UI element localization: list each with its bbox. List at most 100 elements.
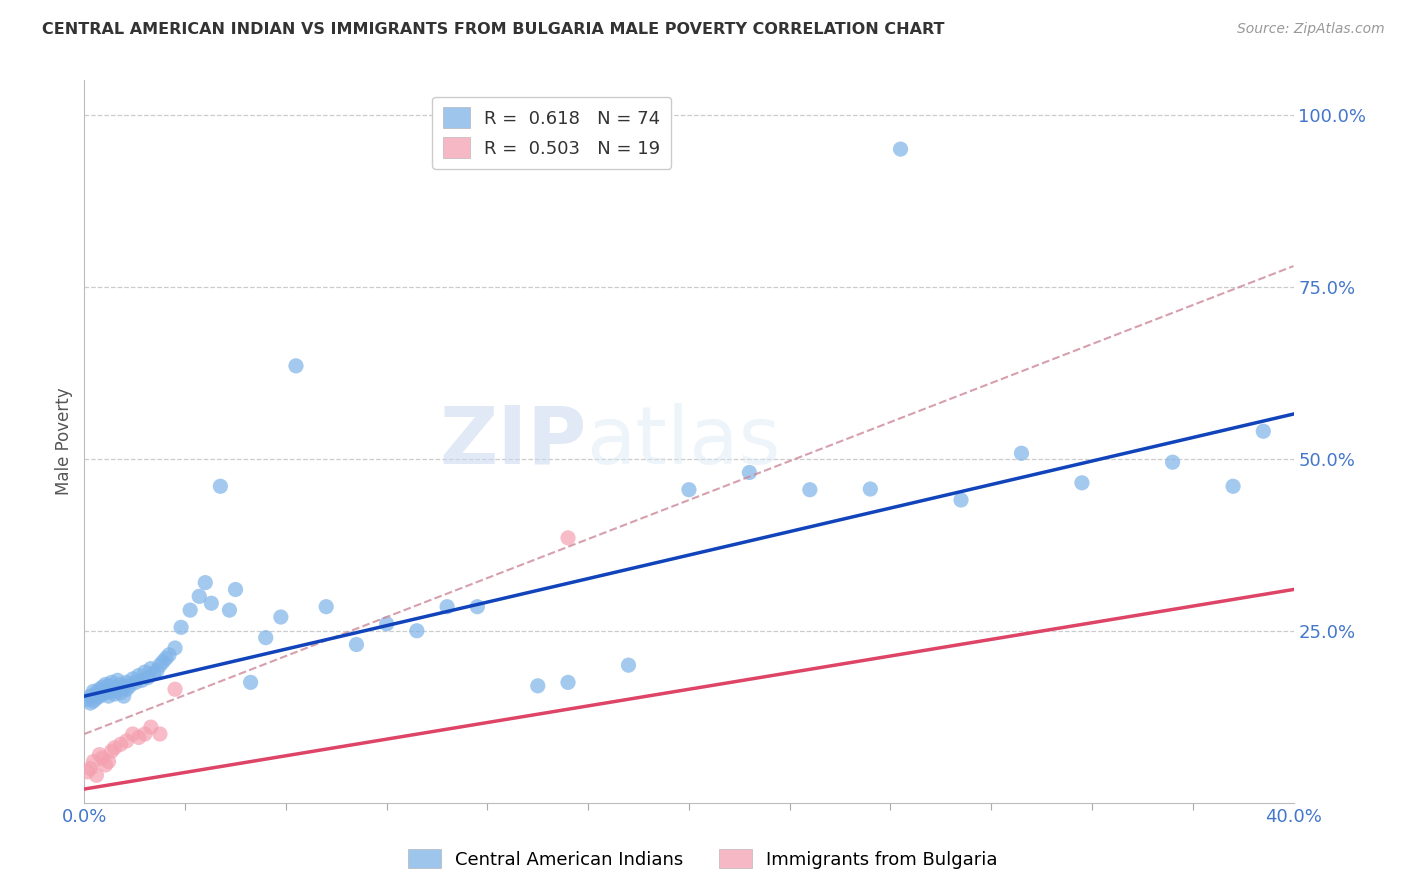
Point: [134, 727, 156, 741]
Point: [97, 755, 120, 769]
Point: [218, 603, 240, 617]
Point: [149, 658, 172, 673]
Point: [100, 744, 122, 758]
Point: [76, 764, 98, 779]
Legend: R =  0.618   N = 74, R =  0.503   N = 19: R = 0.618 N = 74, R = 0.503 N = 19: [432, 96, 671, 169]
Text: ZIP: ZIP: [439, 402, 586, 481]
Point: [112, 689, 135, 703]
Point: [104, 680, 127, 694]
Point: [346, 638, 368, 652]
Text: Source: ZipAtlas.com: Source: ZipAtlas.com: [1237, 22, 1385, 37]
Point: [136, 671, 159, 685]
Point: [149, 727, 172, 741]
Point: [436, 599, 458, 614]
Point: [738, 466, 761, 480]
Point: [104, 687, 127, 701]
Point: [89, 747, 111, 762]
Point: [128, 731, 150, 745]
Point: [467, 599, 489, 614]
Point: [115, 734, 138, 748]
Point: [100, 684, 122, 698]
Point: [557, 531, 579, 545]
Point: [890, 142, 912, 156]
Point: [859, 482, 882, 496]
Point: [239, 675, 262, 690]
Point: [1161, 455, 1184, 469]
Point: [285, 359, 308, 373]
Point: [950, 493, 973, 508]
Point: [375, 616, 398, 631]
Legend: Central American Indians, Immigrants from Bulgaria: Central American Indians, Immigrants fro…: [401, 842, 1005, 876]
Point: [128, 668, 150, 682]
Point: [125, 675, 148, 690]
Point: [86, 768, 108, 782]
Point: [1071, 475, 1094, 490]
Point: [527, 679, 550, 693]
Point: [188, 590, 211, 604]
Point: [157, 648, 180, 662]
Point: [86, 686, 108, 700]
Point: [254, 631, 277, 645]
Point: [100, 675, 122, 690]
Point: [89, 682, 111, 697]
Point: [1011, 446, 1033, 460]
Point: [315, 599, 337, 614]
Point: [94, 686, 117, 700]
Point: [678, 483, 700, 497]
Point: [225, 582, 247, 597]
Point: [1253, 424, 1275, 438]
Point: [86, 691, 108, 706]
Point: [139, 662, 162, 676]
Point: [152, 655, 174, 669]
Point: [79, 761, 101, 775]
Point: [97, 679, 120, 693]
Point: [110, 737, 132, 751]
Text: CENTRAL AMERICAN INDIAN VS IMMIGRANTS FROM BULGARIA MALE POVERTY CORRELATION CHA: CENTRAL AMERICAN INDIAN VS IMMIGRANTS FR…: [42, 22, 945, 37]
Point: [118, 679, 141, 693]
Point: [142, 666, 165, 681]
Point: [165, 640, 187, 655]
Point: [94, 677, 117, 691]
Point: [91, 687, 114, 701]
Point: [91, 680, 114, 694]
Point: [104, 740, 127, 755]
Point: [112, 680, 135, 694]
Point: [115, 682, 138, 697]
Point: [200, 596, 222, 610]
Point: [170, 620, 193, 634]
Point: [194, 575, 217, 590]
Point: [406, 624, 429, 638]
Point: [1222, 479, 1244, 493]
Point: [89, 689, 111, 703]
Point: [110, 677, 132, 691]
Point: [82, 694, 104, 708]
Point: [134, 665, 156, 679]
Point: [179, 603, 201, 617]
Y-axis label: Male Poverty: Male Poverty: [55, 388, 73, 495]
Point: [115, 675, 138, 690]
Point: [107, 673, 129, 688]
Point: [76, 692, 98, 706]
Point: [82, 755, 104, 769]
Point: [97, 689, 120, 703]
Point: [617, 658, 640, 673]
Point: [91, 751, 114, 765]
Point: [139, 720, 162, 734]
Point: [121, 727, 143, 741]
Point: [82, 684, 104, 698]
Point: [557, 675, 579, 690]
Point: [107, 682, 129, 697]
Point: [799, 483, 821, 497]
Point: [79, 689, 101, 703]
Point: [79, 696, 101, 710]
Point: [155, 651, 177, 665]
Point: [94, 758, 117, 772]
Point: [146, 664, 169, 678]
Point: [270, 610, 292, 624]
Point: [131, 673, 153, 688]
Point: [165, 682, 187, 697]
Point: [110, 686, 132, 700]
Point: [121, 672, 143, 686]
Text: atlas: atlas: [586, 402, 780, 481]
Point: [209, 479, 232, 493]
